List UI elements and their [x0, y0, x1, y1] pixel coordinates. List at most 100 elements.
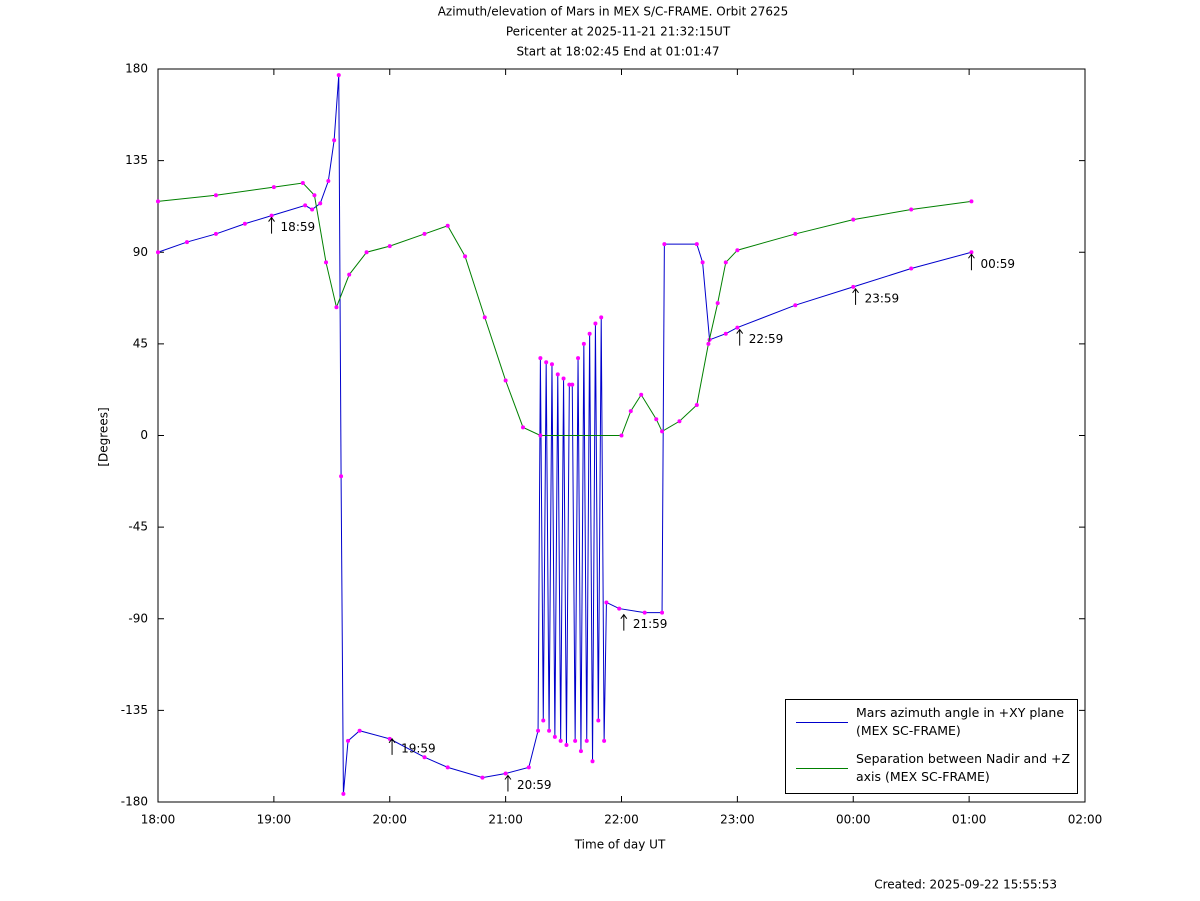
annotation: 22:59	[749, 332, 784, 346]
chart-subtitle: Start at 18:02:45 End at 01:01:47	[516, 45, 719, 59]
annotation: 21:59	[633, 617, 668, 631]
point-marker	[581, 341, 586, 346]
x-axis-label: Time of day UT	[574, 838, 666, 852]
point-marker	[578, 749, 583, 754]
point-marker	[642, 610, 647, 615]
y-tick-label: -90	[128, 611, 148, 625]
point-marker	[735, 325, 740, 330]
point-marker	[604, 600, 609, 605]
point-marker	[723, 260, 728, 265]
point-marker	[564, 742, 569, 747]
annotation: 19:59	[401, 741, 436, 755]
point-marker	[521, 425, 526, 430]
point-marker	[576, 356, 581, 361]
point-marker	[909, 266, 914, 271]
point-marker	[341, 791, 346, 796]
point-marker	[700, 260, 705, 265]
point-marker	[364, 250, 369, 255]
point-marker	[555, 372, 560, 377]
annotation: 00:59	[980, 257, 1015, 271]
point-marker	[567, 382, 572, 387]
point-marker	[715, 301, 720, 306]
point-marker	[156, 250, 160, 255]
point-marker	[541, 718, 546, 723]
annotation: 23:59	[865, 291, 900, 305]
legend-swatch	[796, 722, 848, 723]
footer: Created: 2025-09-22 15:55:53	[874, 878, 1057, 892]
y-tick-label: 0	[140, 428, 148, 442]
point-marker	[619, 433, 624, 438]
point-marker	[549, 362, 554, 367]
annotation: 18:59	[281, 220, 316, 234]
point-marker	[242, 221, 247, 226]
x-tick-label: 21:00	[488, 813, 523, 827]
annotation-arrow	[852, 288, 859, 305]
point-marker	[909, 207, 914, 212]
point-marker	[422, 755, 427, 760]
point-marker	[482, 315, 487, 320]
chart-subtitle: Pericenter at 2025-11-21 21:32:15UT	[506, 25, 731, 39]
x-tick-label: 20:00	[372, 813, 407, 827]
point-marker	[480, 775, 485, 780]
annotation: 20:59	[517, 778, 552, 792]
point-marker	[538, 433, 543, 438]
point-marker	[851, 217, 856, 222]
annotation-arrow	[736, 328, 744, 346]
point-marker	[336, 73, 341, 78]
point-marker	[735, 248, 740, 253]
point-marker	[723, 331, 728, 336]
point-marker	[584, 738, 589, 743]
point-marker	[503, 378, 508, 383]
y-axis-label: [Degrees]	[97, 407, 111, 466]
point-marker	[590, 759, 595, 764]
point-marker	[156, 199, 160, 204]
point-marker	[793, 303, 798, 308]
point-marker	[310, 207, 315, 212]
point-marker	[445, 765, 450, 770]
y-tick-label: -180	[121, 795, 148, 809]
point-marker	[357, 728, 362, 733]
point-marker	[339, 474, 344, 479]
point-marker	[422, 231, 427, 236]
x-tick-label: 00:00	[836, 813, 871, 827]
point-marker	[213, 193, 218, 198]
point-marker	[596, 718, 601, 723]
point-marker	[694, 402, 699, 407]
point-marker	[300, 181, 305, 186]
point-marker	[346, 738, 351, 743]
legend-label: Separation between Nadir and +Z axis (ME…	[856, 751, 1071, 784]
point-marker	[347, 272, 352, 277]
point-marker	[587, 331, 592, 336]
y-tick-label: 45	[133, 336, 148, 350]
x-tick-label: 22:00	[604, 813, 639, 827]
point-marker	[324, 260, 329, 265]
point-marker	[558, 738, 563, 743]
point-marker	[334, 305, 339, 310]
point-marker	[303, 203, 308, 208]
x-tick-label: 01:00	[952, 813, 987, 827]
point-marker	[269, 213, 274, 218]
annotation-arrow	[388, 738, 396, 755]
y-tick-label: -135	[121, 703, 148, 717]
point-marker	[544, 360, 549, 365]
y-tick-label: -45	[128, 520, 148, 534]
x-tick-label: 18:00	[141, 813, 176, 827]
x-tick-label: 02:00	[1068, 813, 1103, 827]
point-marker	[332, 138, 337, 143]
annotation-arrow	[504, 774, 512, 792]
x-tick-label: 23:00	[720, 813, 755, 827]
point-marker	[326, 178, 331, 183]
point-marker	[660, 429, 665, 434]
point-marker	[213, 231, 218, 236]
legend: Mars azimuth angle in +XY plane (MEX SC-…	[785, 699, 1078, 794]
point-marker	[677, 419, 682, 424]
point-marker	[312, 193, 317, 198]
point-marker	[318, 201, 323, 206]
point-marker	[570, 382, 575, 387]
point-marker	[573, 738, 578, 743]
point-marker	[602, 738, 607, 743]
point-marker	[969, 250, 974, 255]
point-marker	[445, 223, 450, 228]
